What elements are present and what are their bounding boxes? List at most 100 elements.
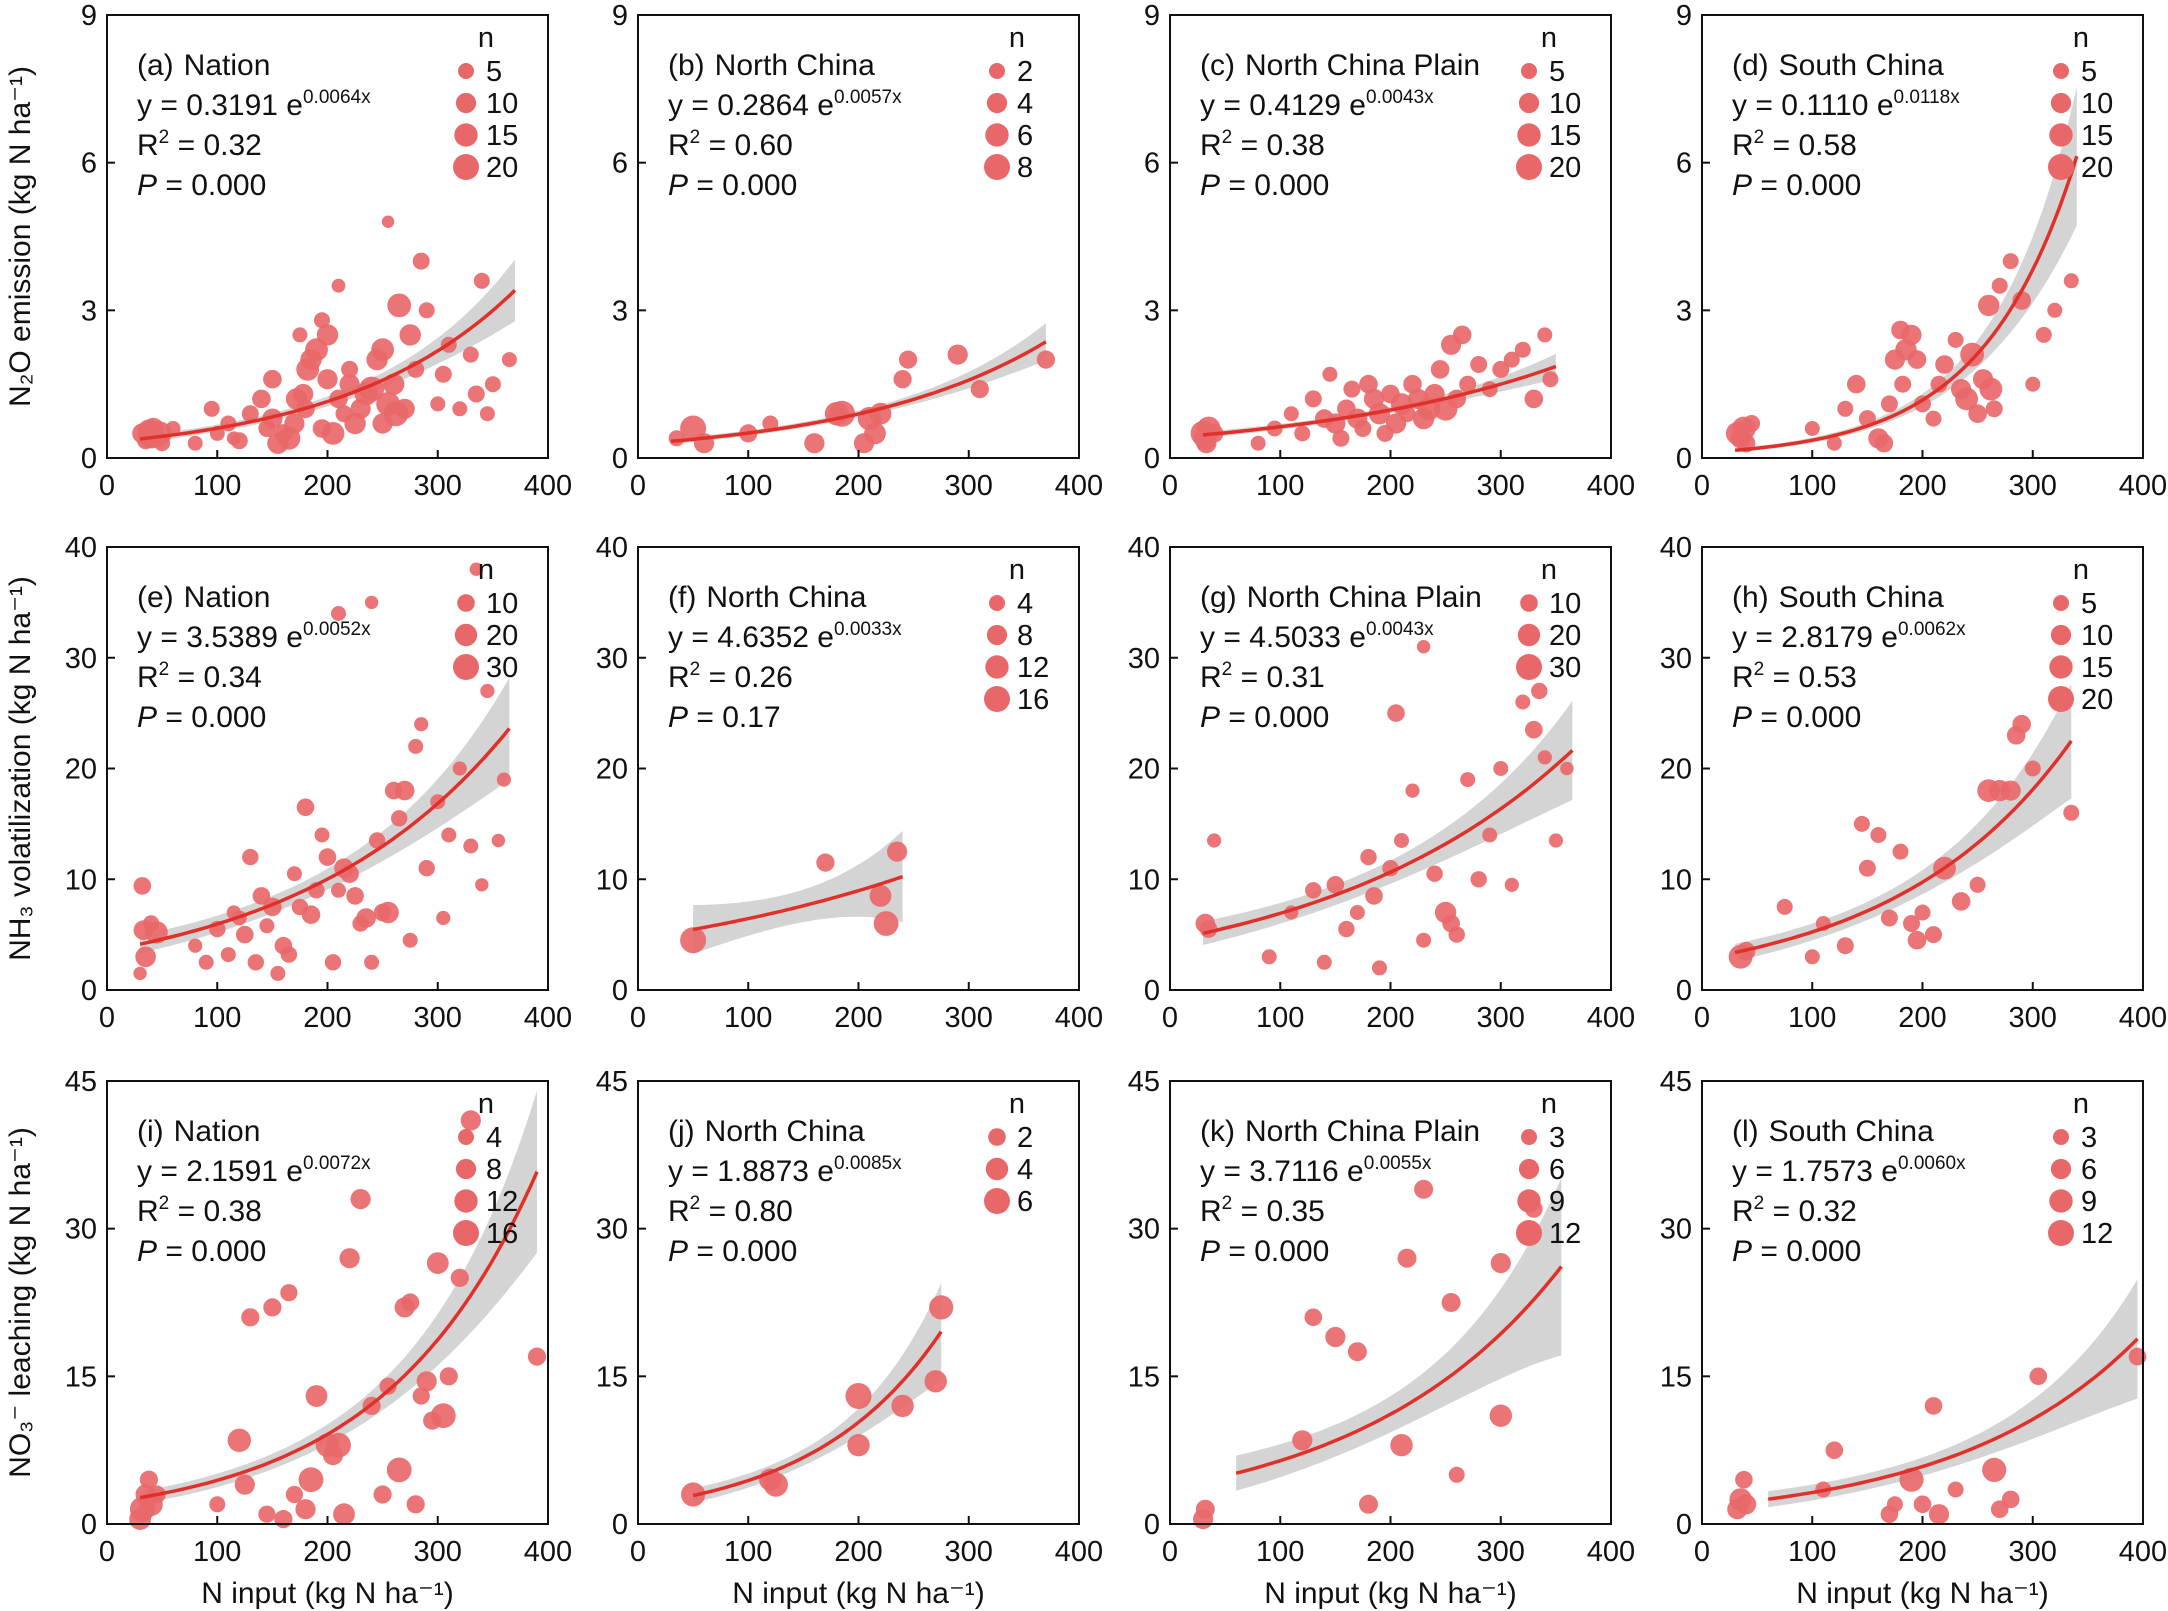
confidence-band (1768, 1279, 2138, 1508)
legend-label: 6 (2081, 1154, 2097, 1186)
equation-prefix: y = 4.6352 e (668, 621, 834, 654)
data-point (227, 1428, 251, 1453)
y-tick-label: 9 (1676, 0, 1692, 32)
panel-title: (d) South China (1732, 49, 1944, 82)
data-point (324, 954, 342, 971)
data-point (1736, 1494, 1757, 1515)
x-tick-label: 200 (303, 1536, 351, 1568)
data-point (1326, 876, 1345, 894)
fit-curve (692, 875, 904, 932)
panel-letter: (k) (1200, 1115, 1235, 1148)
p-value: P = 0.000 (668, 169, 797, 202)
data-point (804, 433, 825, 454)
data-point (1490, 1253, 1511, 1274)
x-tick-label: 300 (414, 1536, 462, 1568)
y-tick-label: 15 (65, 1361, 97, 1393)
legend-marker (1516, 154, 1542, 180)
legend-label: 20 (486, 620, 518, 652)
x-tick-label: 400 (1055, 470, 1103, 502)
legend-marker (989, 63, 1005, 79)
data-point (1515, 694, 1531, 710)
data-point (1880, 395, 1898, 413)
p-symbol: P (137, 1235, 157, 1268)
data-point (386, 1457, 412, 1483)
data-point (2047, 302, 2063, 318)
x-tick-label: 300 (1477, 470, 1525, 502)
legend-label: 8 (1017, 152, 1033, 184)
equation-exponent: 0.0043x (1366, 619, 1434, 640)
y-tick-label: 20 (596, 754, 628, 786)
legend-label: 10 (2081, 620, 2113, 652)
p-symbol: P (1732, 701, 1752, 734)
p-value-number: = 0.000 (1752, 169, 1861, 202)
legend-title: n (2073, 22, 2089, 54)
confidence-band (140, 677, 510, 954)
r-squared: R2 = 0.60 (668, 127, 793, 162)
data-point (1951, 892, 1971, 911)
equation-exponent: 0.0060x (1898, 1153, 1966, 1174)
legend-marker (2053, 595, 2069, 611)
data-point (441, 827, 457, 843)
data-point (1901, 324, 1922, 345)
legend-marker (458, 1129, 474, 1145)
data-point (1398, 405, 1416, 423)
region-name: Nation (184, 581, 271, 614)
legend-marker (1521, 1129, 1537, 1145)
confidence-band (693, 1282, 942, 1503)
x-tick-label: 400 (1587, 1002, 1635, 1034)
x-axis-label: N input (kg N ha⁻¹) (1264, 1577, 1517, 1610)
y-tick-label: 0 (1144, 443, 1160, 475)
r-squared-superscript: 2 (1754, 1193, 1765, 1214)
y-tick-label: 0 (81, 443, 97, 475)
r-squared: R2 = 0.32 (137, 127, 262, 162)
p-value: P = 0.000 (1732, 169, 1861, 202)
legend-label: 2 (1017, 56, 1033, 88)
fit-equation: y = 4.5033 e0.0043x (1200, 619, 1434, 654)
legend-label: 12 (1549, 1218, 1581, 1250)
y-tick-label: 0 (612, 443, 628, 475)
data-point (1207, 833, 1222, 848)
r-squared: R2 = 0.32 (1732, 1193, 1857, 1228)
panel-title: (c) North China Plain (1200, 49, 1480, 82)
legend-marker (1521, 63, 1537, 79)
p-symbol: P (1732, 169, 1752, 202)
legend-marker (2048, 154, 2074, 180)
y-tick-label: 45 (596, 1066, 628, 1098)
data-point (333, 1503, 355, 1526)
panel-letter: (a) (137, 49, 174, 82)
legend-label: 16 (1017, 684, 1049, 716)
data-point (1804, 421, 1820, 436)
data-point (1982, 1457, 2007, 1482)
data-point (285, 1485, 303, 1504)
legend-label: 10 (486, 88, 518, 120)
p-value: P = 0.000 (1732, 701, 1861, 734)
panel-b: 0 100 200 300 400 0 3 6 9 (b) North China y = 0.286… (612, 0, 1103, 502)
r-squared-symbol: R (137, 129, 159, 162)
fit-curve (1734, 155, 2079, 452)
fit-equation: y = 3.5389 e0.0052x (137, 619, 371, 654)
legend-label: 6 (1017, 1186, 1033, 1218)
data-point (2063, 804, 2080, 821)
r-squared-superscript: 2 (1222, 127, 1233, 148)
y-tick-label: 30 (596, 643, 628, 675)
y-axis-label: NO₃⁻ leaching (kg N ha⁻¹) (4, 1127, 37, 1478)
data-point (270, 965, 286, 981)
x-tick-label: 200 (834, 1536, 882, 1568)
x-tick-label: 400 (1587, 470, 1635, 502)
data-point (1537, 327, 1553, 343)
data-point (252, 389, 271, 409)
p-value-number: = 0.000 (1220, 1235, 1329, 1268)
data-point (1928, 1504, 1950, 1525)
x-tick-label: 0 (1162, 1536, 1178, 1568)
legend-marker (2049, 655, 2073, 679)
x-axis-label: N input (kg N ha⁻¹) (1796, 1577, 2049, 1610)
data-point (1858, 859, 1876, 877)
y-tick-label: 30 (1660, 643, 1692, 675)
y-tick-label: 30 (596, 1214, 628, 1246)
data-point (1394, 833, 1409, 848)
data-point (394, 780, 415, 801)
data-point (263, 1298, 282, 1317)
data-point (1460, 772, 1476, 788)
y-tick-label: 9 (81, 0, 97, 32)
